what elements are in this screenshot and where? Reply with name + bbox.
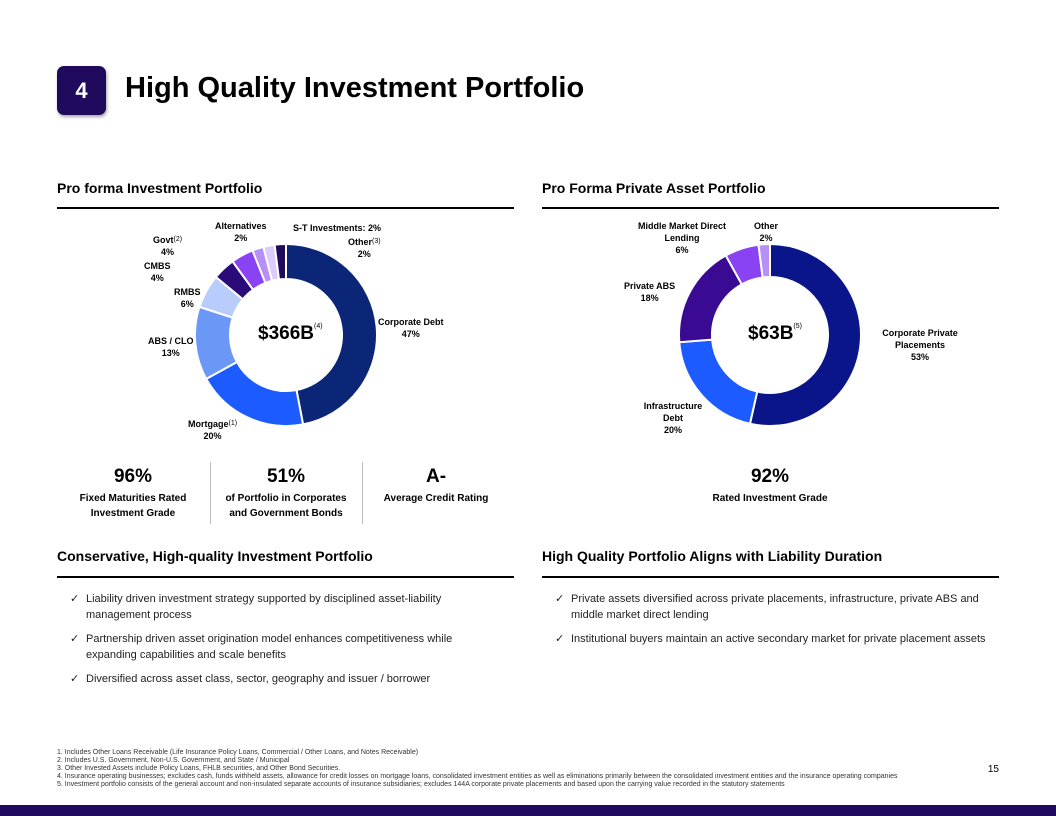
label-alternatives: Alternatives 2% xyxy=(215,221,267,243)
footnote-ref: (4) xyxy=(314,323,323,330)
bullet-item: ✓ Institutional buyers maintain an active… xyxy=(555,633,986,645)
label-mortgage: Mortgage(1) 20% xyxy=(188,419,238,441)
label-corporate-debt: Corporate Debt 47% xyxy=(378,317,444,339)
bullet-list-left: ✓ Liability driven investment strategy su… xyxy=(70,591,490,695)
divider xyxy=(210,462,211,524)
label-rmbs: RMBS 6% xyxy=(174,287,201,309)
label-infrastructure-debt: Infrastructure Debt 20% xyxy=(643,401,703,435)
left-chart-heading: Pro forma Investment Portfolio xyxy=(57,180,263,196)
bullet-item: ✓ Partnership driven asset origination mo… xyxy=(70,633,453,661)
donut-slice-other xyxy=(273,242,287,281)
bullet-item: ✓ Liability driven investment strategy su… xyxy=(70,593,442,621)
divider xyxy=(542,207,999,209)
label-cmbs: CMBS 4% xyxy=(144,261,171,283)
footer-bar xyxy=(0,805,1056,816)
total-value: $366B xyxy=(258,323,314,344)
stat-fixed-maturities: 96% Fixed Maturities Rated Investment Grad… xyxy=(79,466,187,519)
checkmark-icon: ✓ xyxy=(70,593,80,605)
bottom-left-heading: Conservative, High-quality Investment Po… xyxy=(57,548,373,564)
label-middle-market: Middle Market Direct Lending 6% xyxy=(637,221,727,255)
checkmark-icon: ✓ xyxy=(555,593,565,605)
label-other: Other(3) 2% xyxy=(348,237,381,259)
divider xyxy=(542,576,999,578)
stat-rated-ig: 92% Rated Investment Grade xyxy=(712,466,828,504)
right-chart-heading: Pro Forma Private Asset Portfolio xyxy=(542,180,766,196)
bullet-item: ✓ Private assets diversified across priva… xyxy=(555,593,979,621)
page-number: 15 xyxy=(987,764,999,775)
page-title: High Quality Investment Portfolio xyxy=(125,72,585,104)
divider xyxy=(57,207,514,209)
stat-credit-rating: A- Average Credit Rating xyxy=(383,466,489,504)
footnote-ref: (5) xyxy=(793,323,802,330)
label-st-investments: S-T Investments: 2% xyxy=(293,223,382,233)
label-private-abs: Private ABS 18% xyxy=(624,281,676,303)
divider xyxy=(57,576,514,578)
stat-corporates-govt: 51% of Portfolio in Corporates and Governm… xyxy=(225,466,347,519)
label-private-other: Other 2% xyxy=(754,221,779,243)
donut-slice-corporate-debt xyxy=(285,242,378,426)
label-abs-clo: ABS / CLO 13% xyxy=(148,336,194,358)
bottom-right-heading: High Quality Portfolio Aligns with Liabi… xyxy=(542,548,883,564)
section-number-badge: 4 xyxy=(57,66,106,115)
total-value: $63B xyxy=(748,323,794,344)
bullet-item: ✓ Diversified across asset class, sector,… xyxy=(70,673,431,685)
right-donut-total: $63B(5) xyxy=(748,323,802,345)
label-govt: Govt(2) 4% xyxy=(153,235,183,257)
left-donut-total: $366B(4) xyxy=(258,323,323,345)
checkmark-icon: ✓ xyxy=(70,673,80,685)
donut-slice-corporate-private-placements xyxy=(748,242,862,427)
checkmark-icon: ✓ xyxy=(555,633,565,645)
donut-slice-other xyxy=(757,242,771,279)
label-corporate-private-placements: Corporate Private Placements 53% xyxy=(882,328,958,362)
checkmark-icon: ✓ xyxy=(70,633,80,645)
divider xyxy=(362,462,363,524)
footnotes: 1. Includes Other Loans Receivable (Life… xyxy=(57,749,898,788)
bullet-list-right: ✓ Private assets diversified across priva… xyxy=(555,591,995,655)
